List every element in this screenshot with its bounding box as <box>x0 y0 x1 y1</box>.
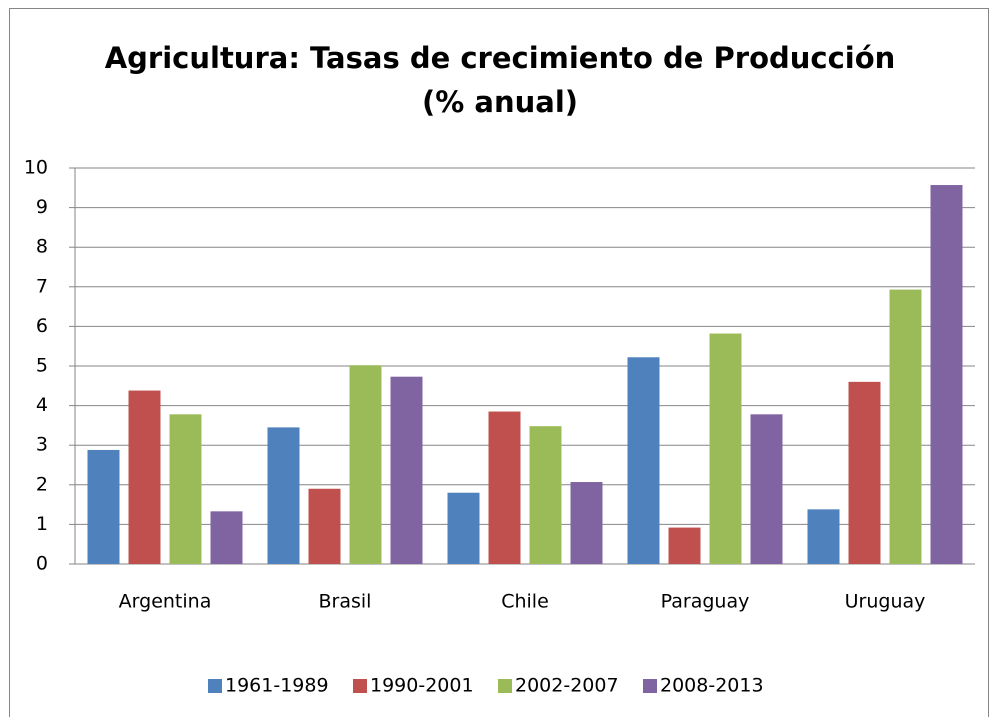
legend-label: 2002-2007 <box>515 675 619 697</box>
y-tick-label: 3 <box>36 434 48 456</box>
legend-swatch <box>208 679 222 693</box>
y-tick-label: 10 <box>24 157 48 179</box>
bar <box>807 509 840 564</box>
bar <box>128 390 161 564</box>
bar <box>930 185 963 564</box>
bar <box>889 289 922 564</box>
bar <box>169 414 202 564</box>
legend-label: 1990-2001 <box>370 675 474 697</box>
bar <box>390 376 423 564</box>
bar <box>87 449 120 564</box>
bar <box>627 357 660 564</box>
bar <box>750 414 783 564</box>
y-tick-label: 5 <box>36 355 48 377</box>
chart-title: Agricultura: Tasas de crecimiento de Pro… <box>105 41 896 75</box>
bar <box>447 492 480 564</box>
y-tick-label: 7 <box>36 275 48 297</box>
bar <box>349 365 382 564</box>
x-tick-label: Brasil <box>319 591 372 613</box>
y-tick-label: 4 <box>36 394 48 416</box>
bar <box>210 511 243 564</box>
bar <box>668 527 701 564</box>
x-tick-label: Chile <box>501 591 549 613</box>
y-tick-label: 9 <box>36 196 48 218</box>
legend-swatch <box>353 679 367 693</box>
chart-title: (% anual) <box>422 85 578 119</box>
x-tick-label: Uruguay <box>845 591 926 613</box>
y-tick-label: 2 <box>36 473 48 495</box>
y-tick-label: 8 <box>36 236 48 258</box>
bar <box>709 333 742 564</box>
x-tick-label: Paraguay <box>661 591 750 613</box>
legend-swatch <box>643 679 657 693</box>
bar <box>570 482 603 564</box>
y-tick-label: 0 <box>36 553 48 575</box>
legend-label: 1961-1989 <box>225 675 329 697</box>
x-tick-label: Argentina <box>119 591 212 613</box>
chart-frame <box>9 8 989 721</box>
legend-label: 2008-2013 <box>660 675 764 697</box>
bar <box>848 381 881 564</box>
bar <box>267 427 300 564</box>
legend-swatch <box>498 679 512 693</box>
y-tick-label: 6 <box>36 315 48 337</box>
bar <box>308 488 341 564</box>
y-tick-label: 1 <box>36 513 48 535</box>
bar <box>529 426 562 564</box>
bar <box>488 411 521 564</box>
